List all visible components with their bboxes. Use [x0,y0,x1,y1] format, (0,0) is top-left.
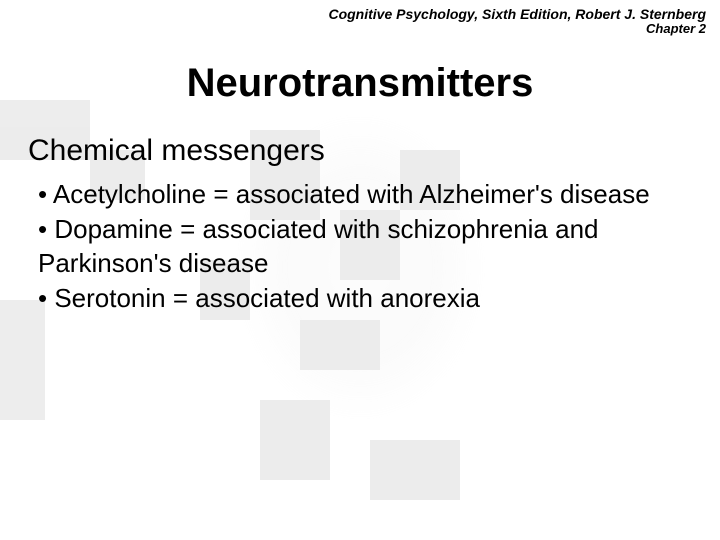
slide-header: Cognitive Psychology, Sixth Edition, Rob… [0,0,720,37]
book-title: Cognitive Psychology, Sixth Edition, Rob… [0,6,706,22]
slide-content: Cognitive Psychology, Sixth Edition, Rob… [0,0,720,540]
bullet-item: • Acetylcholine = associated with Alzhei… [38,178,692,211]
bullet-text: Dopamine = associated with schizophrenia… [38,214,599,277]
bullet-list: • Acetylcholine = associated with Alzhei… [38,178,692,315]
slide-body: Chemical messengers • Acetylcholine = as… [28,134,692,315]
slide-title: Neurotransmitters [0,61,720,106]
bullet-text: Serotonin = associated with anorexia [54,283,480,313]
chapter-label: Chapter 2 [0,22,706,37]
bullet-item: • Serotonin = associated with anorexia [38,282,692,315]
slide-subtitle: Chemical messengers [28,134,692,168]
bullet-text: Acetylcholine = associated with Alzheime… [53,179,650,209]
bullet-item: • Dopamine = associated with schizophren… [38,213,692,280]
